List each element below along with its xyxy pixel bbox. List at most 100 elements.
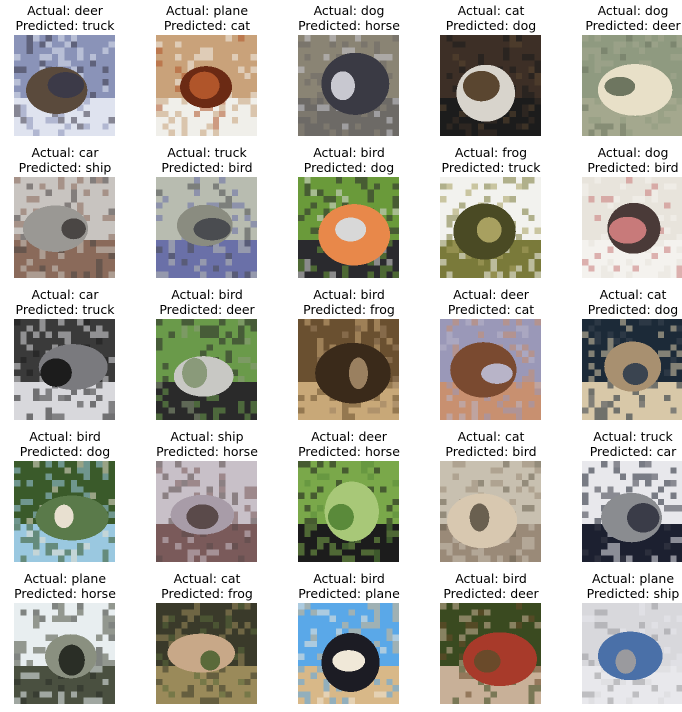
ship-photo: [156, 461, 257, 562]
cat-photo: [156, 603, 257, 704]
panel-20: Actual: truck Predicted: car: [568, 426, 682, 562]
predicted-label: Predicted: plane: [298, 586, 400, 601]
predicted-label: Predicted: cat: [447, 302, 535, 317]
predicted-label: Predicted: dog: [303, 160, 395, 175]
actual-label: Actual: bird: [455, 571, 527, 586]
predicted-label: Predicted: car: [589, 444, 677, 459]
bird-photo: [298, 603, 399, 704]
panel-19: Actual: cat Predicted: bird: [426, 426, 556, 562]
panel-2: Actual: plane Predicted: cat: [142, 0, 272, 136]
panel-4: Actual: cat Predicted: dog: [426, 0, 556, 136]
panel-7: Actual: truck Predicted: bird: [142, 142, 272, 278]
bird-photo: [14, 461, 115, 562]
predicted-label: Predicted: frog: [161, 586, 253, 601]
actual-label: Actual: deer: [311, 429, 387, 444]
panel-14: Actual: deer Predicted: cat: [426, 284, 556, 420]
panel-25: Actual: plane Predicted: ship: [568, 568, 682, 704]
dog-photo: [582, 177, 682, 278]
predicted-label: Predicted: deer: [585, 18, 681, 33]
bird-photo: [440, 603, 541, 704]
cat-photo: [440, 461, 541, 562]
predicted-label: Predicted: horse: [298, 444, 400, 459]
actual-label: Actual: truck: [167, 145, 247, 160]
truck-photo: [582, 461, 682, 562]
actual-label: Actual: dog: [597, 145, 669, 160]
plane-photo: [582, 603, 682, 704]
cat-photo: [440, 35, 541, 136]
predicted-label: Predicted: deer: [159, 302, 255, 317]
bird-photo: [156, 319, 257, 420]
actual-label: Actual: plane: [23, 571, 107, 586]
predicted-label: Predicted: dog: [587, 302, 679, 317]
plane-photo: [156, 35, 257, 136]
dog-photo: [298, 35, 399, 136]
bird-photo: [298, 177, 399, 278]
actual-label: Actual: cat: [457, 429, 525, 444]
predicted-label: Predicted: bird: [161, 160, 253, 175]
actual-label: Actual: bird: [29, 429, 101, 444]
panel-1: Actual: deer Predicted: truck: [0, 0, 130, 136]
actual-label: Actual: bird: [313, 145, 385, 160]
bird-photo: [298, 319, 399, 420]
panel-22: Actual: cat Predicted: frog: [142, 568, 272, 704]
predicted-label: Predicted: horse: [156, 444, 258, 459]
panel-10: Actual: dog Predicted: bird: [568, 142, 682, 278]
actual-label: Actual: frog: [454, 145, 528, 160]
deer-photo: [298, 461, 399, 562]
frog-photo: [440, 177, 541, 278]
panel-13: Actual: bird Predicted: frog: [284, 284, 414, 420]
predicted-label: Predicted: horse: [298, 18, 400, 33]
plane-photo: [14, 603, 115, 704]
car-photo: [14, 177, 115, 278]
actual-label: Actual: dog: [313, 3, 385, 18]
actual-label: Actual: cat: [457, 3, 525, 18]
actual-label: Actual: bird: [313, 287, 385, 302]
panel-21: Actual: plane Predicted: horse: [0, 568, 130, 704]
panel-9: Actual: frog Predicted: truck: [426, 142, 556, 278]
panel-18: Actual: deer Predicted: horse: [284, 426, 414, 562]
predicted-label: Predicted: horse: [14, 586, 116, 601]
panel-16: Actual: bird Predicted: dog: [0, 426, 130, 562]
predicted-label: Predicted: bird: [445, 444, 537, 459]
predicted-label: Predicted: truck: [15, 18, 115, 33]
actual-label: Actual: car: [31, 145, 99, 160]
panel-8: Actual: bird Predicted: dog: [284, 142, 414, 278]
predicted-label: Predicted: truck: [15, 302, 115, 317]
panel-12: Actual: bird Predicted: deer: [142, 284, 272, 420]
predicted-label: Predicted: bird: [587, 160, 679, 175]
dog-photo: [582, 35, 682, 136]
panel-3: Actual: dog Predicted: horse: [284, 0, 414, 136]
car-photo: [14, 319, 115, 420]
cat-photo: [582, 319, 682, 420]
predicted-label: Predicted: deer: [443, 586, 539, 601]
predicted-label: Predicted: dog: [19, 444, 111, 459]
actual-label: Actual: cat: [173, 571, 241, 586]
actual-label: Actual: cat: [599, 287, 667, 302]
actual-label: Actual: plane: [591, 571, 675, 586]
actual-label: Actual: bird: [313, 571, 385, 586]
predicted-label: Predicted: frog: [303, 302, 395, 317]
predicted-label: Predicted: cat: [163, 18, 251, 33]
predicted-label: Predicted: dog: [445, 18, 537, 33]
truck-photo: [156, 177, 257, 278]
panel-24: Actual: bird Predicted: deer: [426, 568, 556, 704]
predicted-label: Predicted: truck: [441, 160, 541, 175]
predicted-label: Predicted: ship: [18, 160, 112, 175]
actual-label: Actual: deer: [27, 3, 103, 18]
actual-label: Actual: ship: [170, 429, 244, 444]
panel-11: Actual: car Predicted: truck: [0, 284, 130, 420]
actual-label: Actual: truck: [593, 429, 673, 444]
deer-photo: [440, 319, 541, 420]
panel-23: Actual: bird Predicted: plane: [284, 568, 414, 704]
actual-label: Actual: dog: [597, 3, 669, 18]
predicted-label: Predicted: ship: [586, 586, 680, 601]
actual-label: Actual: deer: [453, 287, 529, 302]
actual-label: Actual: car: [31, 287, 99, 302]
panel-15: Actual: cat Predicted: dog: [568, 284, 682, 420]
panel-6: Actual: car Predicted: ship: [0, 142, 130, 278]
actual-label: Actual: bird: [171, 287, 243, 302]
panel-5: Actual: dog Predicted: deer: [568, 0, 682, 136]
panel-17: Actual: ship Predicted: horse: [142, 426, 272, 562]
actual-label: Actual: plane: [165, 3, 249, 18]
